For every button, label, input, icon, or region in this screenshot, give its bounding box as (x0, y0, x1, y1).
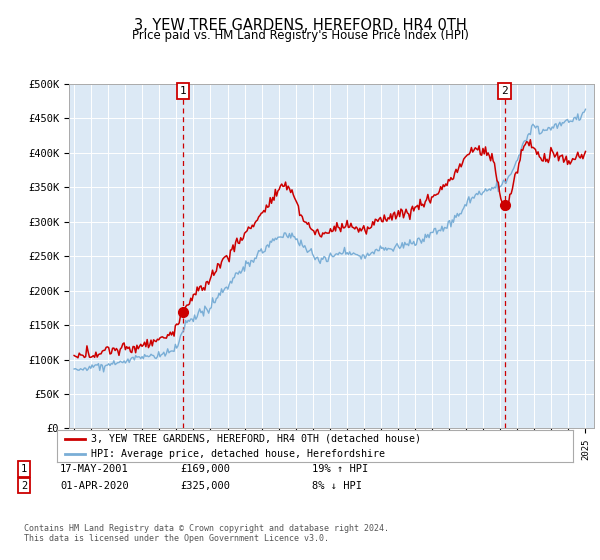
Text: 2: 2 (21, 480, 27, 491)
Text: HPI: Average price, detached house, Herefordshire: HPI: Average price, detached house, Here… (91, 449, 385, 459)
Text: 8% ↓ HPI: 8% ↓ HPI (312, 480, 362, 491)
Text: £325,000: £325,000 (180, 480, 230, 491)
Text: 3, YEW TREE GARDENS, HEREFORD, HR4 0TH (detached house): 3, YEW TREE GARDENS, HEREFORD, HR4 0TH (… (91, 433, 421, 444)
Text: 19% ↑ HPI: 19% ↑ HPI (312, 464, 368, 474)
Text: 17-MAY-2001: 17-MAY-2001 (60, 464, 129, 474)
Text: Contains HM Land Registry data © Crown copyright and database right 2024.
This d: Contains HM Land Registry data © Crown c… (24, 524, 389, 543)
Text: £169,000: £169,000 (180, 464, 230, 474)
Text: 1: 1 (179, 86, 186, 96)
Text: Price paid vs. HM Land Registry's House Price Index (HPI): Price paid vs. HM Land Registry's House … (131, 29, 469, 42)
Text: 01-APR-2020: 01-APR-2020 (60, 480, 129, 491)
Text: 3, YEW TREE GARDENS, HEREFORD, HR4 0TH: 3, YEW TREE GARDENS, HEREFORD, HR4 0TH (134, 18, 466, 33)
Text: 2: 2 (501, 86, 508, 96)
Text: 1: 1 (21, 464, 27, 474)
